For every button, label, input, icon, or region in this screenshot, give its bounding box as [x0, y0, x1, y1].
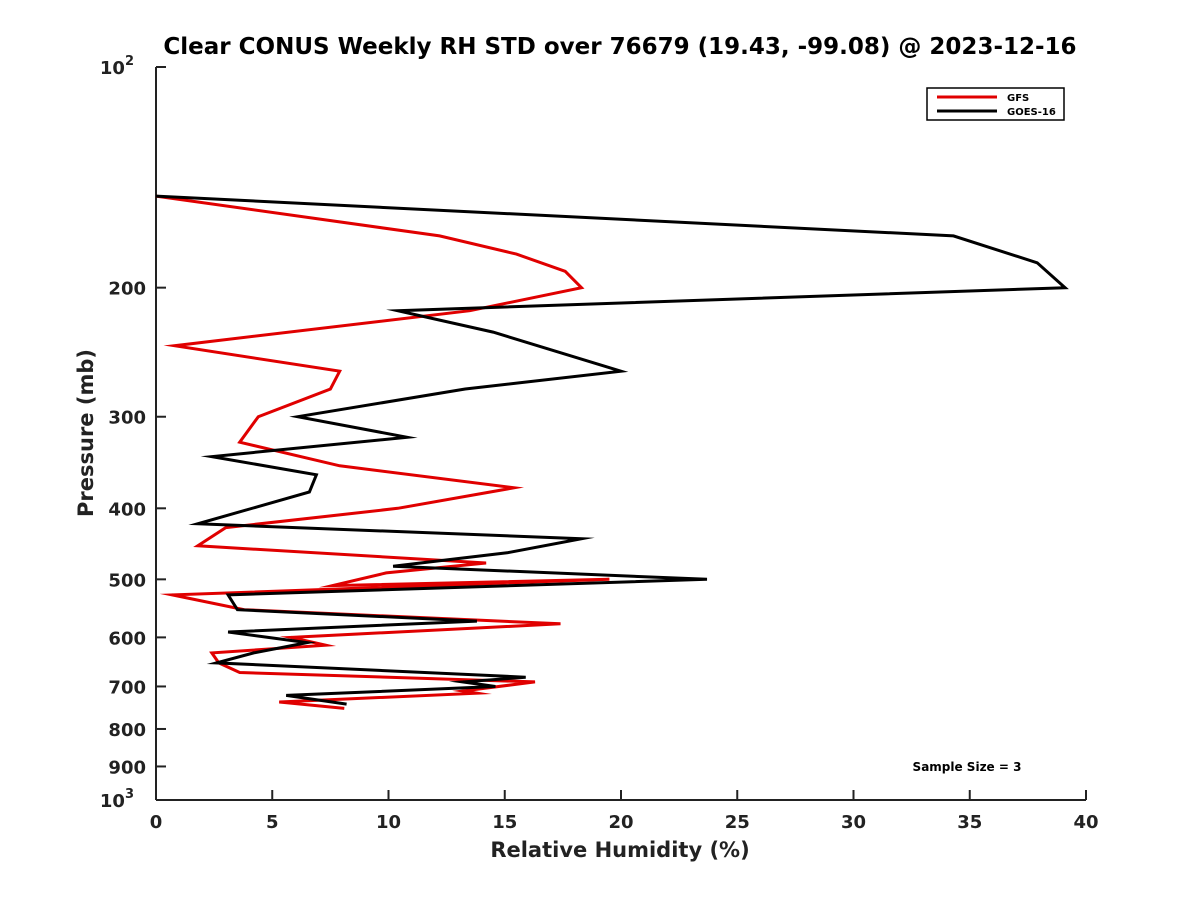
x-tick-label: 5 — [266, 812, 279, 833]
x-tick-label: 35 — [957, 812, 982, 833]
legend: GFS GOES-16 — [926, 87, 1065, 121]
y-tick-label: 200 — [108, 279, 146, 300]
legend-entry: GOES-16 — [1007, 107, 1056, 118]
x-tick-label: 40 — [1073, 812, 1098, 833]
y-axis: 102 200 300 400 500 600 700 800 900 103 — [100, 54, 166, 812]
series-line-goes-16 — [155, 194, 1069, 706]
x-tick-label: 0 — [150, 812, 163, 833]
sample-size-annotation: Sample Size = 3 — [913, 760, 1022, 774]
y-tick-label: 900 — [108, 757, 146, 778]
x-tick-label: 20 — [608, 812, 633, 833]
y-axis-label: Pressure (mb) — [74, 349, 98, 517]
legend-entry: GFS — [1007, 93, 1029, 104]
x-axis-label: Relative Humidity (%) — [490, 838, 749, 862]
chart-title: Clear CONUS Weekly RH STD over 76679 (19… — [163, 34, 1076, 60]
x-axis: 0 5 10 15 20 25 30 35 40 — [150, 790, 1099, 833]
x-tick-label: 10 — [376, 812, 401, 833]
x-tick-label: 25 — [725, 812, 750, 833]
series-line-gfs — [155, 194, 610, 710]
y-tick-label: 102 — [100, 54, 134, 79]
y-tick-label: 500 — [108, 570, 146, 591]
y-tick-label: 400 — [108, 499, 146, 520]
y-tick-label: 800 — [108, 720, 146, 741]
y-tick-label: 300 — [108, 408, 146, 429]
series-layer — [155, 194, 1069, 710]
legend-box — [926, 87, 1065, 121]
x-tick-label: 15 — [492, 812, 517, 833]
x-tick-label: 30 — [841, 812, 866, 833]
y-tick-label: 700 — [108, 677, 146, 698]
y-tick-label: 103 — [100, 787, 134, 812]
y-tick-label: 600 — [108, 628, 146, 649]
